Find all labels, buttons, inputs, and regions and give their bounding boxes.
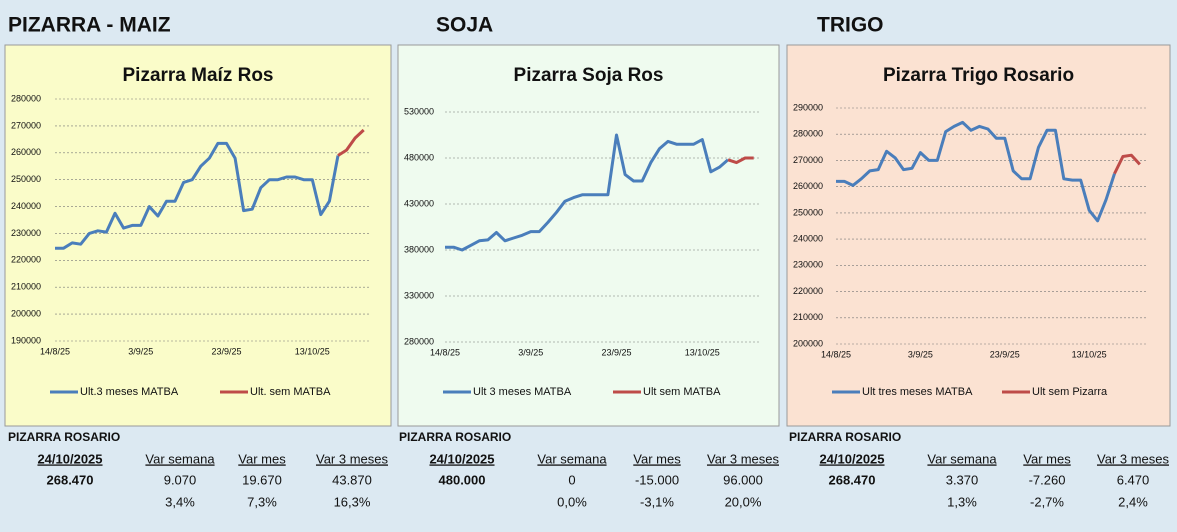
series-line bbox=[727, 156, 754, 165]
table-cell: 3.370 bbox=[946, 472, 979, 487]
table-header: Var mes bbox=[238, 451, 286, 466]
y-tick-label: 220000 bbox=[793, 286, 823, 296]
y-tick-label: 230000 bbox=[793, 260, 823, 270]
chart-panel bbox=[786, 44, 1171, 427]
series-line bbox=[1113, 153, 1141, 175]
x-tick-label: 3/9/25 bbox=[518, 347, 543, 357]
section-title: PIZARRA - MAIZ bbox=[8, 14, 171, 37]
table-header: 24/10/2025 bbox=[429, 451, 494, 466]
table-cell: 3,4% bbox=[165, 494, 195, 509]
x-tick-label: 14/8/25 bbox=[40, 346, 70, 356]
y-tick-label: 250000 bbox=[793, 207, 823, 217]
y-tick-label: 480000 bbox=[404, 152, 434, 162]
y-tick-label: 230000 bbox=[11, 228, 41, 238]
table-header: 24/10/2025 bbox=[819, 451, 884, 466]
table-cell: 7,3% bbox=[247, 494, 277, 509]
table-header: Var 3 meses bbox=[1097, 451, 1170, 466]
table-header: Var semana bbox=[927, 451, 997, 466]
table-cell: 43.870 bbox=[332, 472, 372, 487]
y-tick-label: 280000 bbox=[404, 336, 434, 346]
y-tick-label: 330000 bbox=[404, 290, 434, 300]
y-tick-label: 280000 bbox=[793, 129, 823, 139]
table-cell: 6.470 bbox=[1117, 472, 1150, 487]
chart-title: Pizarra Trigo Rosario bbox=[883, 65, 1074, 86]
y-tick-label: 380000 bbox=[404, 244, 434, 254]
table-header: Var mes bbox=[1023, 451, 1071, 466]
table-cell: 0 bbox=[568, 472, 575, 487]
table-cell: 1,3% bbox=[947, 494, 977, 509]
series-line bbox=[445, 133, 729, 252]
x-tick-label: 13/10/25 bbox=[1072, 349, 1107, 359]
x-tick-label: 3/9/25 bbox=[128, 346, 153, 356]
x-tick-label: 14/8/25 bbox=[821, 349, 851, 359]
y-tick-label: 290000 bbox=[793, 102, 823, 112]
y-tick-label: 430000 bbox=[404, 198, 434, 208]
chart-panel bbox=[4, 44, 392, 427]
series-line bbox=[55, 141, 340, 250]
x-tick-label: 14/8/25 bbox=[430, 347, 460, 357]
table-header: Var mes bbox=[633, 451, 681, 466]
table-header: Var 3 meses bbox=[316, 451, 389, 466]
x-tick-label: 3/9/25 bbox=[908, 349, 933, 359]
y-tick-label: 270000 bbox=[793, 155, 823, 165]
table-title: PIZARRA ROSARIO bbox=[399, 430, 511, 444]
table-cell: -15.000 bbox=[635, 472, 679, 487]
chart-title: Pizarra Soja Ros bbox=[514, 65, 664, 86]
table-cell: 2,4% bbox=[1118, 494, 1148, 509]
y-tick-label: 220000 bbox=[11, 255, 41, 265]
series-line bbox=[337, 128, 365, 157]
y-tick-label: 240000 bbox=[11, 201, 41, 211]
y-tick-label: 250000 bbox=[11, 174, 41, 184]
table-header: 24/10/2025 bbox=[37, 451, 102, 466]
y-tick-label: 240000 bbox=[793, 233, 823, 243]
table-cell: 16,3% bbox=[334, 494, 371, 509]
legend-label: Ult sem Pizarra bbox=[1032, 386, 1108, 398]
table-header: Var semana bbox=[537, 451, 607, 466]
table-cell: 20,0% bbox=[725, 494, 762, 509]
legend-label: Ult sem MATBA bbox=[643, 386, 721, 398]
y-tick-label: 270000 bbox=[11, 120, 41, 130]
y-tick-label: 210000 bbox=[793, 312, 823, 322]
y-tick-label: 280000 bbox=[11, 93, 41, 103]
x-tick-label: 13/10/25 bbox=[685, 347, 720, 357]
table-cell: 9.070 bbox=[164, 472, 197, 487]
y-tick-label: 260000 bbox=[11, 147, 41, 157]
table-title: PIZARRA ROSARIO bbox=[789, 430, 901, 444]
y-tick-label: 260000 bbox=[793, 181, 823, 191]
y-tick-label: 200000 bbox=[11, 308, 41, 318]
table-cell: 268.470 bbox=[47, 472, 94, 487]
y-tick-label: 210000 bbox=[11, 282, 41, 292]
table-cell: -2,7% bbox=[1030, 494, 1064, 509]
series-line bbox=[836, 120, 1116, 223]
table-cell: 480.000 bbox=[439, 472, 486, 487]
legend-label: Ult.3 meses MATBA bbox=[80, 386, 179, 398]
x-tick-label: 13/10/25 bbox=[295, 346, 330, 356]
y-tick-label: 200000 bbox=[793, 338, 823, 348]
x-tick-label: 23/9/25 bbox=[990, 349, 1020, 359]
x-tick-label: 23/9/25 bbox=[601, 347, 631, 357]
y-tick-label: 190000 bbox=[11, 335, 41, 345]
legend-label: Ult 3 meses MATBA bbox=[473, 386, 572, 398]
section-title: SOJA bbox=[436, 14, 493, 37]
table-header: Var 3 meses bbox=[707, 451, 780, 466]
table-title: PIZARRA ROSARIO bbox=[8, 430, 120, 444]
legend-label: Ult. sem MATBA bbox=[250, 386, 331, 398]
table-cell: -3,1% bbox=[640, 494, 674, 509]
x-tick-label: 23/9/25 bbox=[211, 346, 241, 356]
table-header: Var semana bbox=[145, 451, 215, 466]
chart-title: Pizarra Maíz Ros bbox=[123, 65, 274, 86]
legend-label: Ult tres meses MATBA bbox=[862, 386, 973, 398]
table-cell: -7.260 bbox=[1029, 472, 1066, 487]
table-cell: 268.470 bbox=[829, 472, 876, 487]
chart-panel bbox=[397, 44, 780, 427]
section-title: TRIGO bbox=[817, 14, 884, 37]
table-cell: 0,0% bbox=[557, 494, 587, 509]
table-cell: 19.670 bbox=[242, 472, 282, 487]
y-tick-label: 530000 bbox=[404, 106, 434, 116]
table-cell: 96.000 bbox=[723, 472, 763, 487]
